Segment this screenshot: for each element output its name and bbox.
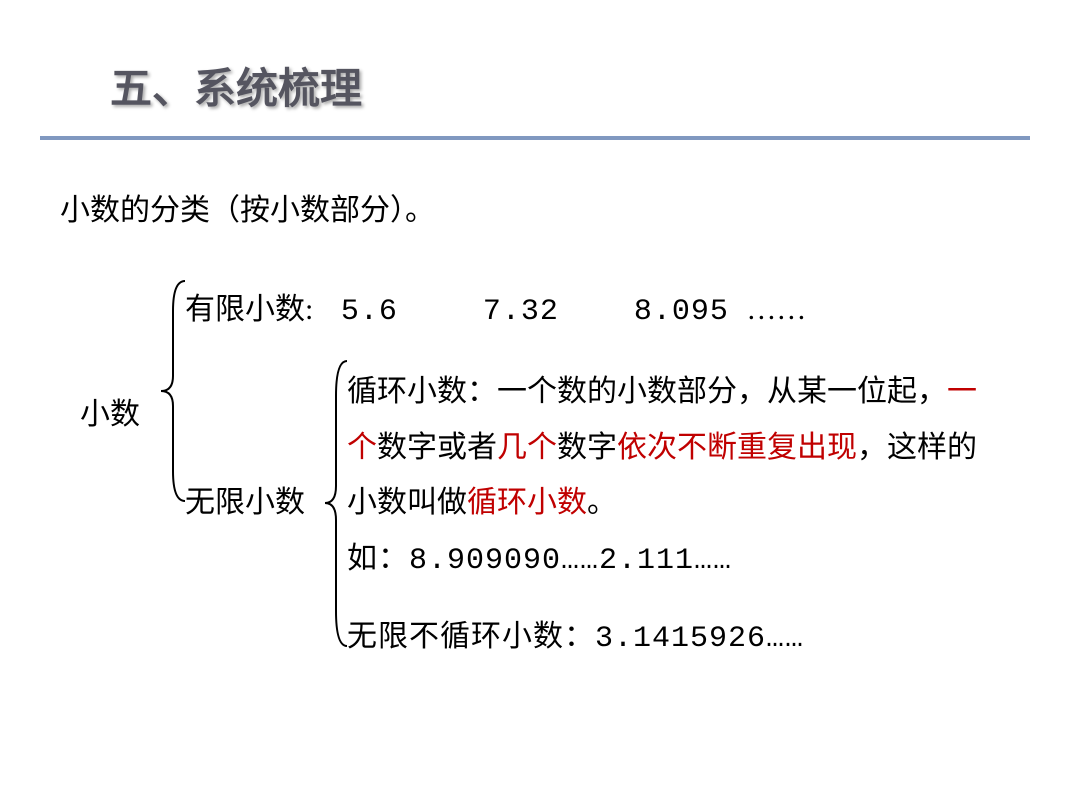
subtitle: 小数的分类（按小数部分）。: [60, 185, 1080, 229]
cyclic-p3: 数字: [557, 431, 617, 464]
cyclic-r4: 循环小数: [467, 486, 587, 519]
cyclic-p2: 数字或者: [377, 431, 497, 464]
finite-row: 有限小数: 5.6 7.32 8.095 ……: [185, 284, 806, 329]
cyclic-r3: 依次不断重复出现: [617, 431, 857, 464]
finite-ellipsis: ……: [746, 293, 806, 326]
finite-n1: 5.6: [341, 295, 398, 329]
cyclic-examples: 如：8.909090……2.111……: [347, 544, 732, 578]
cyclic-p5: 。: [587, 486, 617, 519]
cyclic-p1: 循环小数：一个数的小数部分，从某一位起，: [347, 375, 947, 408]
finite-label: 有限小数:: [185, 293, 313, 326]
noncyclic-row: 无限不循环小数：3.1415926……: [347, 611, 804, 656]
infinite-label: 无限小数: [185, 477, 305, 521]
cyclic-definition: 循环小数：一个数的小数部分，从某一位起，一个数字或者几个数字依次不断重复出现，这…: [347, 364, 987, 589]
noncyclic-text: 无限不循环小数：3.1415926……: [347, 622, 804, 656]
finite-n2: 7.32: [483, 295, 559, 329]
cyclic-r2: 几个: [497, 431, 557, 464]
slide-title-bar: 五、系统梳理: [40, 0, 1030, 140]
root-label: 小数: [80, 389, 140, 433]
finite-n3: 8.095: [634, 295, 729, 329]
slide-title: 五、系统梳理: [110, 65, 362, 112]
